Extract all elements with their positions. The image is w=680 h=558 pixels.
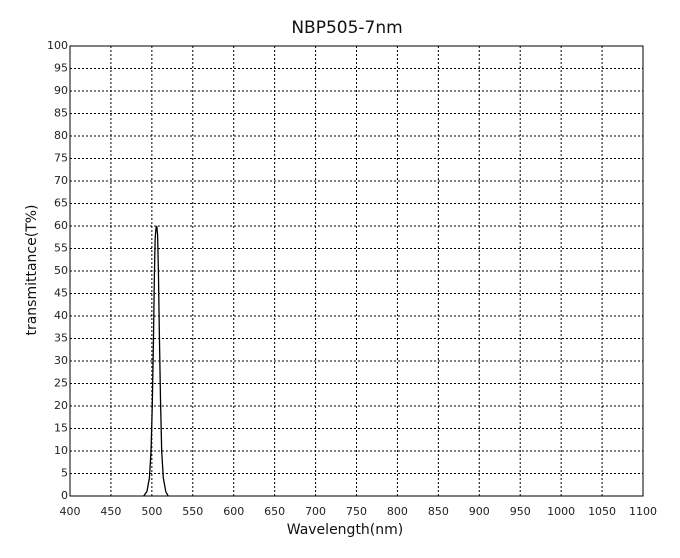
y-tick-label: 15 <box>54 422 68 435</box>
x-tick-label: 650 <box>264 505 285 518</box>
x-tick-label: 950 <box>510 505 531 518</box>
x-tick-label: 750 <box>346 505 367 518</box>
y-tick-label: 50 <box>54 264 68 277</box>
y-tick-label: 60 <box>54 219 68 232</box>
grid <box>70 46 643 496</box>
x-axis-title: Wavelength(nm) <box>287 522 403 538</box>
x-tick-label: 600 <box>223 505 244 518</box>
y-tick-label: 40 <box>54 309 68 322</box>
y-tick-label: 75 <box>54 152 68 165</box>
plot-frame <box>69 45 644 497</box>
y-tick-label: 25 <box>54 377 68 390</box>
x-tick-label: 550 <box>182 505 203 518</box>
y-tick-label: 70 <box>54 174 68 187</box>
x-tick-label: 800 <box>387 505 408 518</box>
y-tick-label: 100 <box>47 39 68 52</box>
y-tick-label: 35 <box>54 332 68 345</box>
x-tick-label: 1000 <box>547 505 575 518</box>
y-tick-label: 85 <box>54 107 68 120</box>
x-tick-label: 1100 <box>629 505 657 518</box>
x-tick-labels: 400 450 500 550 600 650 700 750 800 850 900 950 1000… <box>60 505 658 518</box>
y-tick-label: 5 <box>61 467 68 480</box>
y-tick-label: 0 <box>61 489 68 502</box>
x-tick-label: 400 <box>60 505 81 518</box>
chart-title: NBP505-7nm <box>291 18 402 38</box>
y-tick-label: 20 <box>54 399 68 412</box>
y-tick-label: 65 <box>54 197 68 210</box>
transmittance-curve <box>143 225 169 497</box>
y-tick-label: 45 <box>54 287 68 300</box>
x-tick-label: 450 <box>100 505 121 518</box>
y-tick-labels: 0 5 10 15 20 25 30 35 40 45 50 55 60 65 70 75 80 85 90 95 10… <box>47 39 68 502</box>
x-tick-label: 500 <box>141 505 162 518</box>
x-tick-label: 1050 <box>588 505 616 518</box>
y-tick-label: 90 <box>54 84 68 97</box>
x-tick-label: 850 <box>428 505 449 518</box>
y-axis-title: transmittance(T%) <box>24 204 40 335</box>
y-tick-label: 95 <box>54 62 68 75</box>
x-tick-label: 900 <box>469 505 490 518</box>
y-tick-label: 80 <box>54 129 68 142</box>
y-tick-label: 30 <box>54 354 68 367</box>
y-tick-label: 55 <box>54 242 68 255</box>
x-tick-label: 700 <box>305 505 326 518</box>
y-tick-label: 10 <box>54 444 68 457</box>
